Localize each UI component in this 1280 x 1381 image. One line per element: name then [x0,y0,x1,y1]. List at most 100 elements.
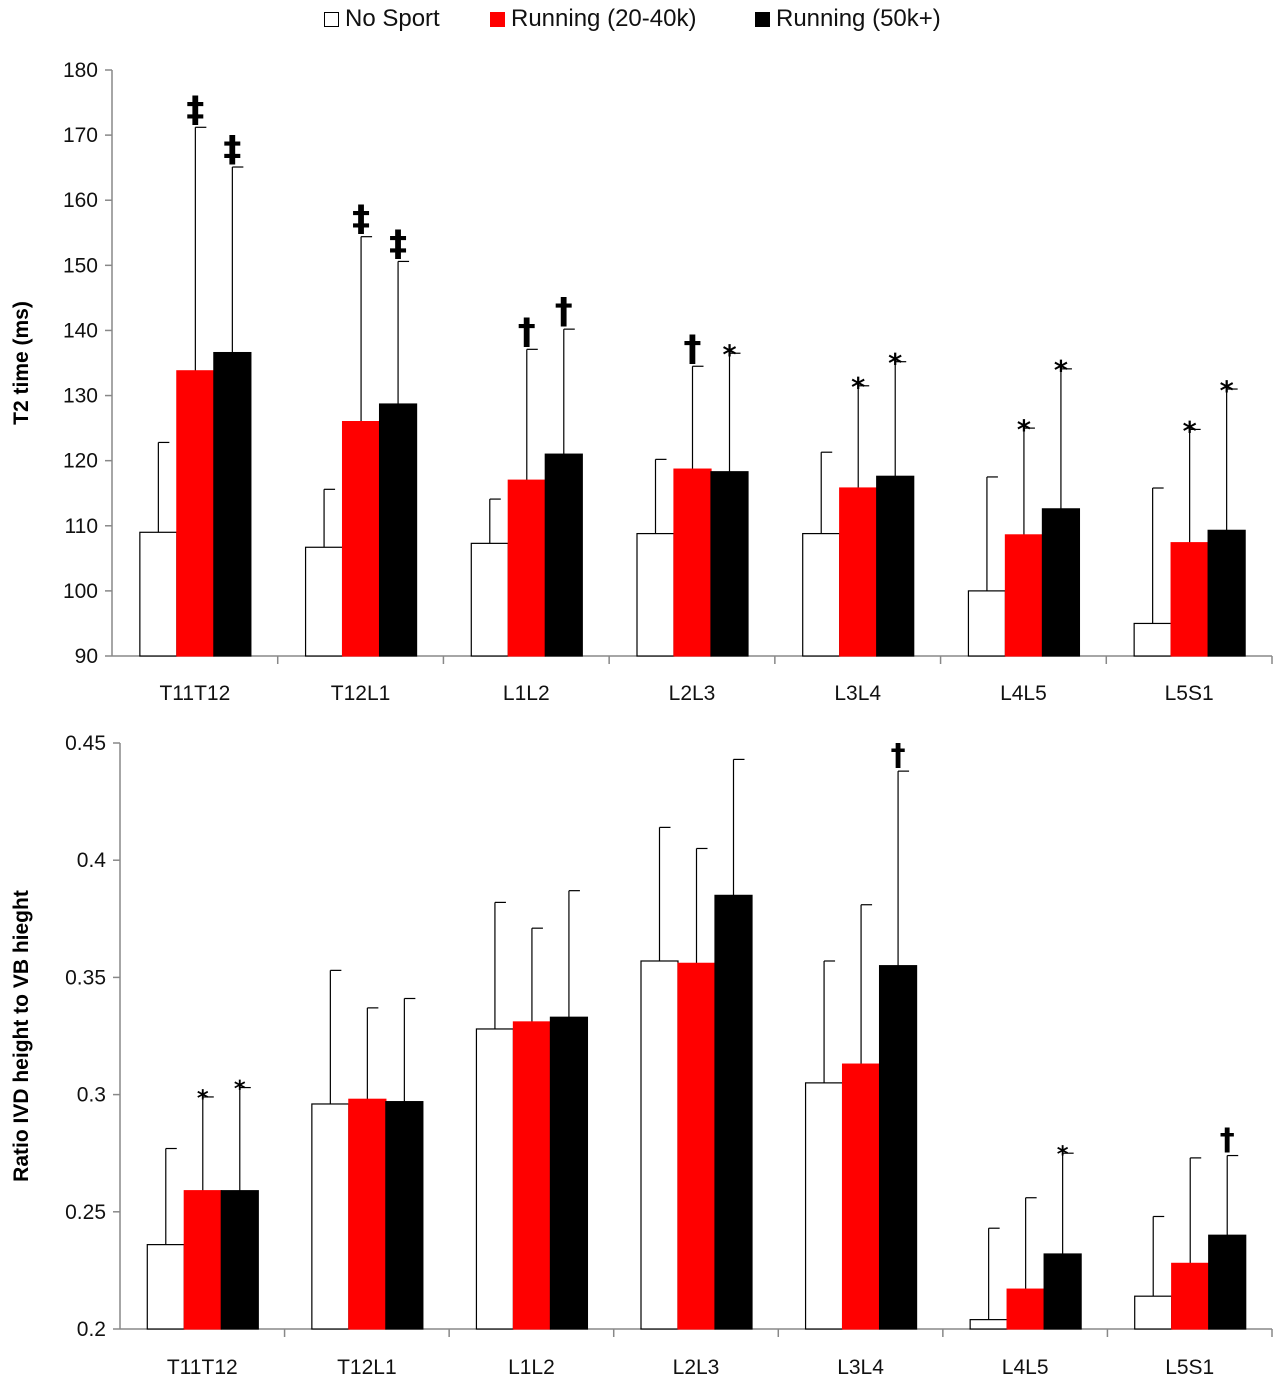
chart2-x-tick-label: L2L3 [673,1356,720,1379]
chart2-bar-running-50k [1208,1234,1247,1330]
chart1-bar-no-sport [139,531,178,657]
chart2-bar-running-50k [1043,1253,1082,1330]
chart2-y-tick-label: 0.45 [65,732,106,755]
chart2-y-tick-label: 0.4 [77,849,107,872]
legend: No Sport Running (20-40k) Running (50k+) [0,4,1280,34]
chart1-bar-no-sport [802,532,841,657]
chart1-significance-marker: † [684,328,702,369]
chart2-bar-running-50k [714,894,753,1330]
chart2-y-tick-label: 0.25 [65,1201,106,1224]
chart1-significance-marker: * [1220,376,1234,407]
chart1-y-tick-label: 170 [63,124,98,147]
chart2-significance-marker: * [197,1085,209,1111]
chart2-bar-running-20-40k [183,1190,222,1330]
chart2-bar-running-50k [385,1101,424,1330]
chart1-bar-no-sport [304,546,344,657]
chart1-x-tick-label: T11T12 [159,682,230,705]
chart1-significance-marker: ‡ [352,199,370,240]
chart1-bar-running-50k [876,475,915,657]
chart2-bar-running-20-40k [512,1021,552,1330]
chart1-significance-marker: ‡ [223,129,241,170]
chart1-y-tick-label: 160 [63,189,98,212]
chart2-bar-no-sport [804,1082,844,1330]
legend-swatch-no-sport [324,11,339,27]
chart1-significance-marker: * [1017,415,1031,446]
chart2-significance-marker: † [891,738,906,773]
chart1-bar-running-20-40k [1170,542,1209,657]
chart2-bar-no-sport [146,1244,185,1330]
legend-label-running-50k: Running (50k+) [776,5,941,32]
chart1-bar-no-sport [1133,622,1172,657]
chart1-bar-running-20-40k [507,479,546,657]
chart2-x-tick-label: L3L4 [837,1356,884,1379]
chart2-x-tick-label: T12L1 [337,1356,397,1379]
chart1-bar-no-sport [967,590,1007,657]
legend-swatch-running-20-40k [490,11,505,27]
chart1-x-tick-label: L2L3 [669,682,716,705]
chart2-bar-no-sport [969,1319,1008,1330]
legend-swatch-running-50k [755,11,770,27]
chart1-x-tick-label: L5S1 [1165,682,1214,705]
chart1-x-tick-label: T12L1 [331,682,391,705]
chart1-x-tick-label: L3L4 [834,682,881,705]
chart1-bar-no-sport [636,532,675,657]
chart1-bar-running-20-40k [1004,534,1044,657]
chart1-x-tick-label: L1L2 [503,682,550,705]
chart1-bar-running-50k [378,403,418,657]
chart2-bar-running-50k [220,1190,259,1330]
chart2-bar-no-sport [475,1028,515,1330]
chart2-bar-no-sport [1134,1295,1173,1330]
chart1-significance-marker: * [851,373,865,404]
chart2-bar-running-20-40k [841,1063,881,1330]
chart2-bar-running-20-40k [1006,1288,1045,1330]
chart2-y-tick-label: 0.2 [77,1318,106,1341]
chart1-bar-no-sport [470,542,509,657]
chart1-y-tick-label: 150 [63,254,98,277]
chart1-significance-marker: * [1183,416,1197,447]
chart2-bar-running-50k [549,1016,589,1330]
legend-item-no-sport: No Sport [324,5,440,32]
chart1-bar-running-20-40k [673,468,712,657]
chart1-bar-running-50k [213,351,252,657]
legend-label-running-20-40k: Running (20-40k) [511,5,697,32]
chart2-bar-running-20-40k [348,1098,387,1330]
chart1-significance-marker: ‡ [389,223,407,264]
chart1-bar-running-20-40k [341,421,381,657]
chart2-significance-marker: * [1057,1142,1069,1168]
chart1-bar-running-50k [1041,508,1081,657]
chart1-y-axis-label: T2 time (ms) [10,301,33,425]
legend-item-running-20-40k: Running (20-40k) [490,5,697,32]
chart1-y-tick-label: 140 [63,319,98,342]
chart2-significance-marker: † [1220,1123,1235,1158]
chart1-significance-marker: † [518,311,536,352]
chart1-y-tick-label: 100 [63,580,98,603]
chart1-bar-running-50k [544,453,583,657]
chart1-significance-marker: † [555,291,573,332]
chart1-significance-marker: ‡ [186,89,204,130]
chart2-significance-marker: * [234,1076,246,1102]
legend-item-running-50k: Running (50k+) [755,5,941,32]
chart1-bar-running-20-40k [176,370,215,657]
chart1-y-tick-label: 90 [75,645,98,668]
chart2-bar-running-50k [878,965,918,1330]
chart2-x-tick-label: L4L5 [1002,1356,1049,1379]
chart2-bar-running-20-40k [677,962,716,1330]
chart1-y-tick-label: 180 [63,59,98,82]
chart2-x-tick-label: T11T12 [167,1356,238,1379]
chart1-y-tick-label: 130 [63,385,98,408]
chart2-y-tick-label: 0.35 [65,966,106,989]
chart1-bar-running-20-40k [839,487,878,657]
chart2-x-tick-label: L5S1 [1165,1356,1214,1379]
chart2-x-tick-label: L1L2 [508,1356,555,1379]
chart2-bar-no-sport [640,960,679,1330]
chart1-y-tick-label: 120 [63,450,98,473]
chart1-y-tick-label: 110 [65,515,98,538]
chart2-y-tick-label: 0.3 [77,1084,106,1107]
chart1-x-tick-label: L4L5 [1000,682,1047,705]
chart1-bar-running-50k [710,471,749,657]
chart1-significance-marker: * [888,349,902,380]
chart2-bar-running-20-40k [1171,1262,1210,1330]
chart1-bar-running-50k [1207,529,1246,657]
